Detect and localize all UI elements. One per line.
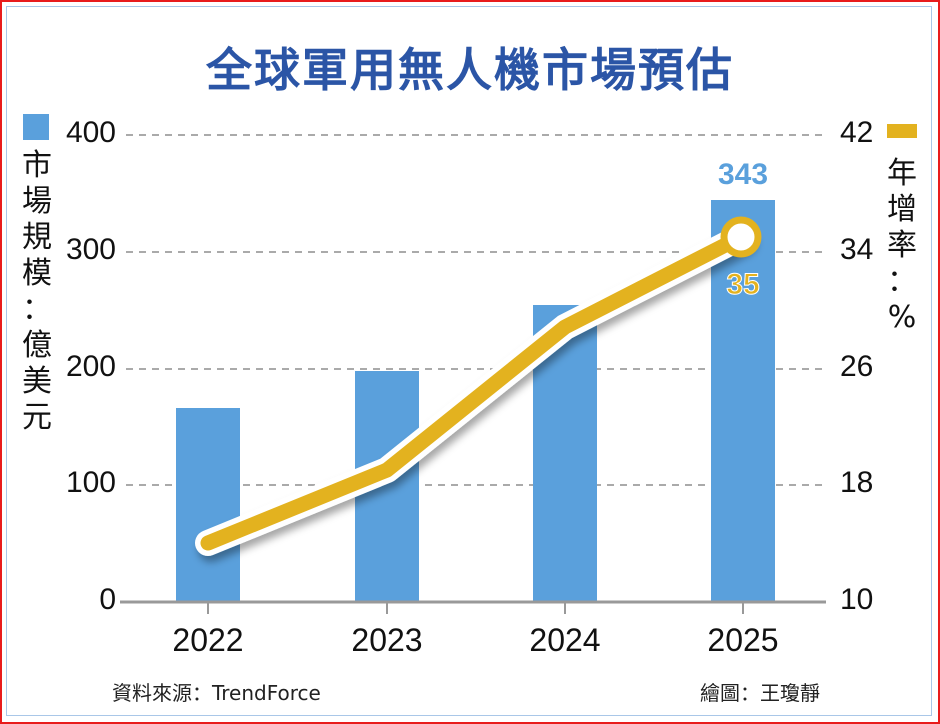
legend-bar-swatch bbox=[23, 114, 49, 140]
legend-line-swatch bbox=[887, 124, 917, 138]
inner-frame bbox=[6, 6, 932, 716]
line-endpoint-2025 bbox=[720, 216, 762, 258]
line-value-label-2025: 35 bbox=[726, 268, 760, 302]
x-ticks bbox=[207, 602, 744, 614]
credit-note: 繪圖：王瓊靜 bbox=[700, 681, 820, 705]
bar-value-label-2025: 343 bbox=[717, 158, 769, 191]
bar-2022 bbox=[176, 408, 240, 602]
bar-2025 bbox=[711, 200, 775, 602]
chart-title: 全球軍用無人機市場預估 bbox=[206, 43, 734, 97]
source-note: 資料來源：TrendForce bbox=[112, 681, 321, 705]
bars bbox=[176, 200, 775, 602]
